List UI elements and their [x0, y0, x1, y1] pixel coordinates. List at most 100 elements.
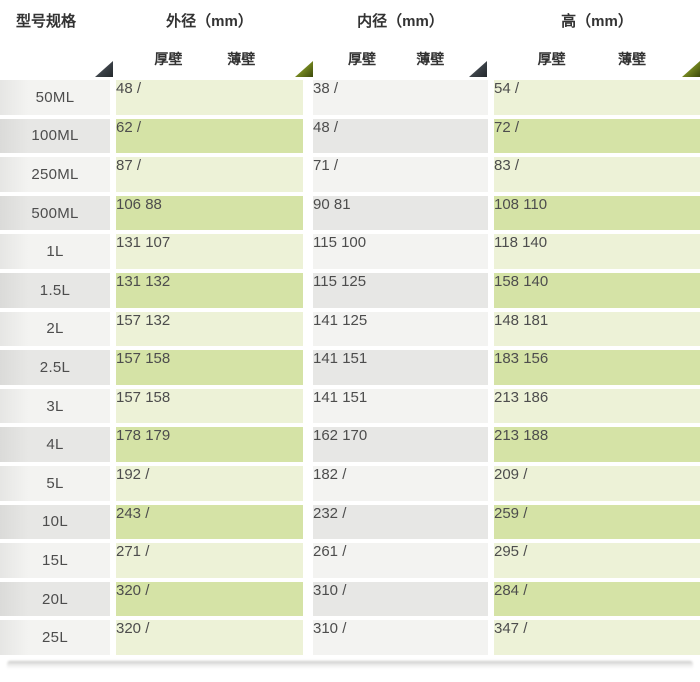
id-thin-value: 151 [342, 350, 368, 368]
outer-diameter-cell-pair: 106 88 [116, 193, 303, 233]
outer-diameter-sub-headers: 厚壁 薄壁 [116, 40, 303, 78]
outer-diameter-cell-pair: 192 / [116, 463, 303, 503]
od-thin-value: / [136, 157, 142, 175]
height-cell-pair: 148 181 [494, 309, 700, 349]
table-body: 50ML 48 / 38 / 54 / 100ML 62 / 48 / 72 [0, 78, 700, 657]
model-cell: 15L [0, 541, 110, 580]
height-cell-pair: 83 / [494, 155, 700, 194]
inner-diameter-cell-pair: 261 / [313, 541, 488, 580]
table-bottom-shadow [7, 660, 693, 671]
od-thick-value: 271 [116, 543, 142, 561]
h-thick-value: 72 [494, 118, 511, 136]
id-thin-value: / [342, 620, 347, 638]
sub-header-row: 厚壁 薄壁 厚壁 薄壁 厚壁 薄壁 [0, 40, 700, 78]
od-thick-value: 320 [116, 620, 142, 638]
inner-diameter-cell-pair: 115 125 [313, 270, 488, 310]
id-thin-value: 100 [341, 234, 367, 252]
od-thick-value: 131 [116, 234, 142, 252]
h-thick-value: 213 [494, 388, 520, 406]
od-thick-value: 157 [116, 388, 142, 406]
height-cell-pair: 284 / [494, 579, 700, 619]
id-thick-value: 310 [313, 581, 339, 599]
table-row: 500ML 106 88 90 81 108 110 [0, 193, 700, 233]
inner-diameter-cell-pair: 232 / [313, 502, 488, 542]
inner-diameter-cell-pair: 162 170 [313, 425, 488, 464]
thin-wall-label: 薄壁 [227, 51, 256, 67]
od-thick-value: 131 [116, 272, 142, 290]
id-thick-value: 48 [313, 118, 330, 136]
height-cell-pair: 295 / [494, 541, 700, 580]
h-thick-value: 158 [494, 272, 520, 290]
height-sub-headers: 厚壁 薄壁 [494, 40, 700, 78]
model-cell: 1L [0, 232, 110, 271]
h-thick-value: 295 [494, 543, 520, 561]
model-cell: 25L [0, 618, 110, 657]
outer-diameter-cell-pair: 178 179 [116, 425, 303, 464]
id-thick-value: 141 [313, 388, 339, 406]
thick-wall-label: 厚壁 [537, 51, 566, 67]
od-thick-value: 178 [116, 427, 142, 445]
id-thin-value: / [333, 80, 339, 97]
inner-diameter-cell-pair: 141 151 [313, 386, 488, 426]
h-thick-value: 54 [494, 80, 511, 97]
id-thick-value: 182 [313, 465, 339, 483]
h-thin-value: 156 [523, 350, 549, 368]
h-thin-value: / [523, 543, 528, 561]
table-row: 10L 243 / 232 / 259 / [0, 502, 700, 542]
h-thin-value: 140 [523, 272, 549, 290]
od-thin-value: / [145, 504, 150, 522]
model-cell: 5L [0, 463, 110, 503]
od-thick-value: 48 [116, 80, 133, 97]
od-thin-value: 158 [145, 388, 171, 406]
inner-diameter-cell-pair: 310 / [313, 618, 488, 657]
outer-diameter-cell-pair: 271 / [116, 541, 303, 580]
id-thick-value: 162 [313, 427, 339, 445]
od-thin-value: 107 [145, 234, 171, 252]
table-row: 1L 131 107 115 100 118 140 [0, 232, 700, 271]
outer-diameter-cell-pair: 87 / [116, 155, 303, 194]
od-thick-value: 157 [116, 350, 142, 368]
h-thick-value: 183 [494, 350, 520, 368]
h-thin-value: / [514, 157, 520, 175]
outer-diameter-cell-pair: 48 / [116, 78, 303, 117]
height-cell-pair: 72 / [494, 116, 700, 156]
table-row: 15L 271 / 261 / 295 / [0, 541, 700, 580]
od-thin-value: / [145, 543, 150, 561]
height-cell-pair: 118 140 [494, 232, 700, 271]
id-thin-value: / [333, 118, 339, 136]
height-cell-pair: 108 110 [494, 193, 700, 233]
inner-diameter-cell-pair: 115 100 [313, 232, 488, 271]
inner-diameter-cell-pair: 141 151 [313, 348, 488, 387]
inner-diameter-cell-pair: 48 / [313, 116, 488, 156]
h-thick-value: 148 [494, 311, 520, 329]
inner-diameter-cell-pair: 141 125 [313, 309, 488, 349]
outer-diameter-cell-pair: 320 / [116, 618, 303, 657]
model-cell: 50ML [0, 78, 110, 117]
od-thin-value: / [145, 465, 150, 483]
od-thick-value: 192 [116, 465, 142, 483]
od-thin-value: / [145, 620, 150, 638]
group-header-row: 型号规格 外径（mm） 内径（mm） 高（mm） [0, 0, 700, 40]
outer-diameter-cell-pair: 243 / [116, 502, 303, 542]
height-cell-pair: 347 / [494, 618, 700, 657]
h-thin-value: 181 [523, 311, 549, 329]
height-cell-pair: 259 / [494, 502, 700, 542]
outer-diameter-cell-pair: 157 158 [116, 348, 303, 387]
id-thick-value: 261 [313, 543, 339, 561]
id-thin-value: / [342, 504, 347, 522]
id-thin-value: / [333, 157, 339, 175]
id-thick-value: 141 [313, 350, 339, 368]
table-row: 2L 157 132 141 125 148 181 [0, 309, 700, 349]
h-thick-value: 209 [494, 465, 520, 483]
id-thin-value: 151 [342, 388, 368, 406]
outer-diameter-cell-pair: 131 107 [116, 232, 303, 271]
table-row: 1.5L 131 132 115 125 158 140 [0, 270, 700, 310]
id-thick-value: 38 [313, 80, 330, 97]
thin-wall-label: 薄壁 [618, 51, 647, 67]
h-thick-value: 213 [494, 427, 520, 445]
id-thin-value: 125 [341, 272, 367, 290]
table-row: 5L 192 / 182 / 209 / [0, 463, 700, 503]
outer-diameter-cell-pair: 157 158 [116, 386, 303, 426]
model-cell: 100ML [0, 116, 110, 156]
table-row: 3L 157 158 141 151 213 186 [0, 386, 700, 426]
